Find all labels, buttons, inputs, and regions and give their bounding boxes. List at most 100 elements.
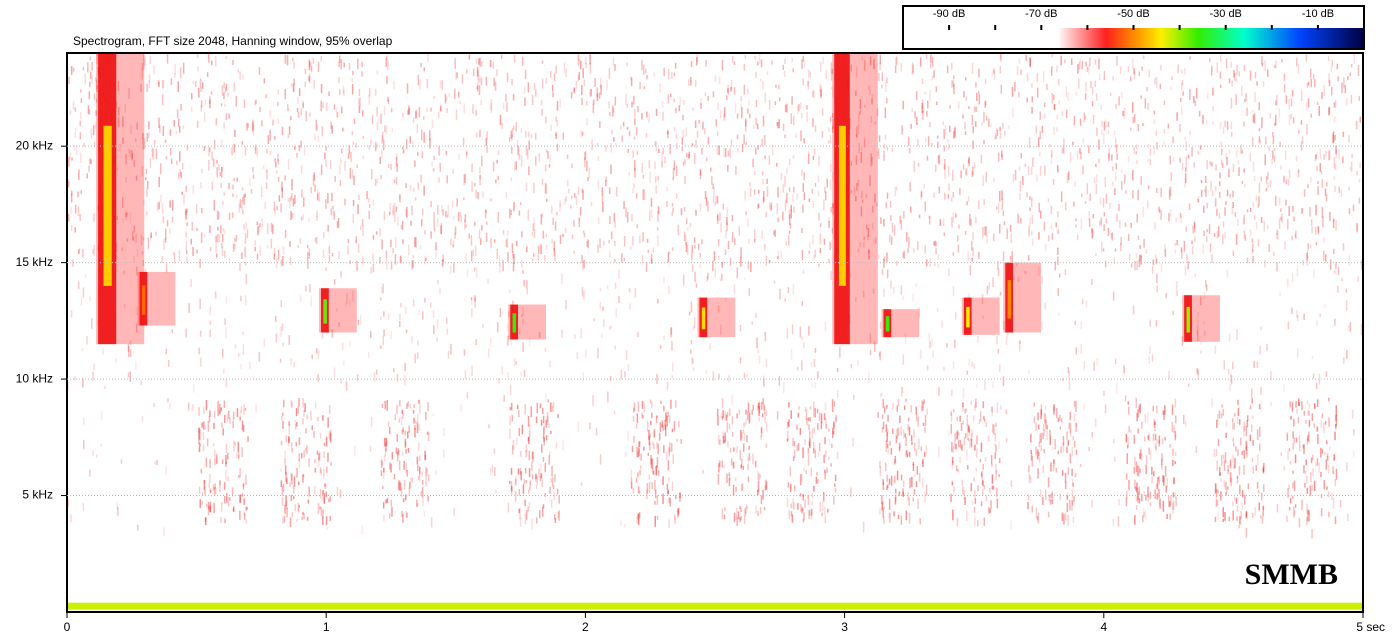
noise <box>1174 398 1177 408</box>
noise <box>938 387 940 396</box>
noise <box>820 91 822 99</box>
noise <box>477 78 480 83</box>
noise <box>395 447 397 455</box>
noise <box>902 100 904 110</box>
noise <box>839 346 841 358</box>
noise <box>383 329 385 337</box>
noise <box>267 135 269 144</box>
noise <box>136 249 139 257</box>
noise <box>1286 515 1288 522</box>
noise <box>904 433 907 438</box>
noise <box>1174 431 1176 441</box>
colorbar-tick-label: -70 dB <box>1025 8 1057 20</box>
noise <box>312 57 315 64</box>
noise <box>802 493 805 498</box>
noise <box>878 148 880 159</box>
noise <box>969 265 972 276</box>
noise <box>1102 248 1105 252</box>
noise <box>938 154 941 166</box>
noise <box>874 121 877 125</box>
noise <box>695 80 697 87</box>
noise <box>581 131 584 136</box>
noise <box>1085 300 1088 308</box>
noise <box>611 130 613 135</box>
noise <box>511 402 513 411</box>
noise <box>1169 443 1171 448</box>
noise <box>1149 450 1152 461</box>
noise <box>284 229 287 239</box>
noise <box>667 129 669 139</box>
noise <box>1216 230 1219 239</box>
noise <box>665 412 667 422</box>
noise <box>912 464 915 471</box>
noise <box>228 258 230 262</box>
noise <box>803 512 805 521</box>
noise <box>915 481 918 488</box>
noise <box>158 176 160 187</box>
noise <box>299 295 302 302</box>
noise <box>1161 460 1163 470</box>
noise <box>1306 487 1308 494</box>
noise <box>824 437 826 445</box>
noise <box>513 358 516 366</box>
noise <box>541 60 544 64</box>
noise <box>1252 439 1254 446</box>
noise <box>1335 415 1337 421</box>
noise <box>250 189 253 194</box>
noise <box>620 125 622 130</box>
noise <box>552 92 554 98</box>
noise <box>547 399 549 403</box>
noise <box>1083 361 1085 371</box>
noise <box>422 486 424 498</box>
noise <box>287 104 289 108</box>
noise <box>999 191 1001 202</box>
noise <box>514 478 517 485</box>
noise <box>1181 106 1183 115</box>
noise <box>962 164 965 171</box>
noise <box>983 517 985 526</box>
noise <box>1076 234 1079 241</box>
noise <box>1331 59 1333 66</box>
noise <box>1341 278 1343 282</box>
noise <box>716 215 719 224</box>
noise <box>806 111 808 123</box>
noise <box>977 520 979 527</box>
noise <box>368 145 371 150</box>
noise <box>536 402 538 414</box>
noise <box>208 482 210 489</box>
noise <box>692 264 694 272</box>
noise <box>471 365 473 376</box>
noise <box>325 199 327 209</box>
noise <box>447 204 450 215</box>
noise <box>1243 168 1245 173</box>
noise <box>655 465 658 476</box>
noise <box>82 502 84 512</box>
noise <box>423 185 425 196</box>
noise <box>1262 505 1264 517</box>
noise <box>549 497 551 502</box>
noise <box>380 174 382 180</box>
noise <box>347 239 350 243</box>
noise <box>984 78 987 85</box>
noise <box>307 245 309 249</box>
noise <box>699 170 702 176</box>
noise <box>535 132 537 140</box>
noise <box>1132 102 1134 113</box>
noise <box>92 125 95 136</box>
noise <box>760 59 763 68</box>
noise <box>290 442 293 448</box>
noise <box>390 331 392 340</box>
noise <box>215 55 217 67</box>
noise <box>690 77 692 86</box>
noise <box>236 452 238 459</box>
noise <box>896 56 898 65</box>
noise <box>296 422 298 427</box>
noise <box>178 118 180 127</box>
noise <box>480 77 483 86</box>
noise <box>1026 191 1028 198</box>
noise <box>952 80 954 88</box>
noise <box>1149 158 1152 166</box>
noise <box>1245 511 1248 518</box>
noise <box>926 110 928 117</box>
noise <box>1296 408 1298 414</box>
